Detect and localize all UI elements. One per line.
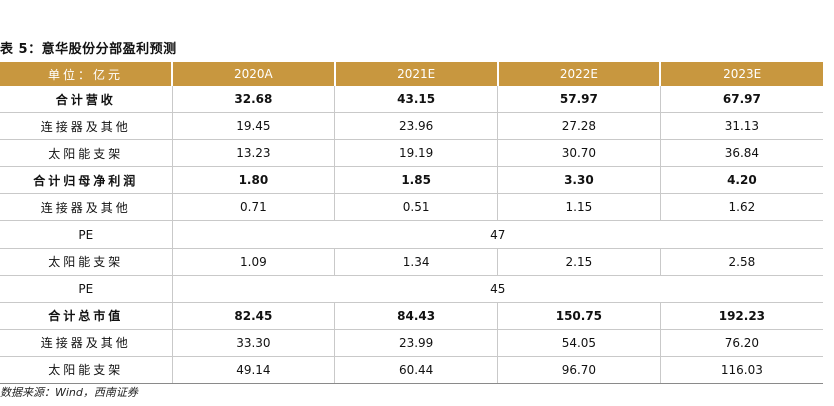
value-cell: 1.15 xyxy=(497,193,661,222)
value-cell: 76.20 xyxy=(660,329,823,357)
value-cell: 1.34 xyxy=(334,248,498,276)
row-label: 合计营收 xyxy=(0,86,173,114)
value-cell: 19.45 xyxy=(172,112,336,141)
table-row: PE 47 xyxy=(0,220,823,249)
forecast-table: 单位：亿元 2020A 2021E 2022E 2023E 合计营收 32.68 4… xyxy=(0,62,823,385)
value-cell: 60.44 xyxy=(334,356,498,385)
value-cell: 33.30 xyxy=(172,329,336,357)
value-cell: 49.14 xyxy=(172,356,336,385)
value-cell: 84.43 xyxy=(334,302,498,330)
value-cell: 150.75 xyxy=(497,302,661,330)
value-cell: 1.80 xyxy=(172,166,336,195)
table-row: 太阳能支架 13.23 19.19 30.70 36.84 xyxy=(0,139,823,168)
value-cell: 54.05 xyxy=(497,329,661,357)
table-row: 合计总市值 82.45 84.43 150.75 192.23 xyxy=(0,302,823,330)
table-row: 太阳能支架 49.14 60.44 96.70 116.03 xyxy=(0,356,823,385)
value-cell: 27.28 xyxy=(497,112,661,141)
value-cell: 43.15 xyxy=(334,86,498,114)
value-cell: 0.71 xyxy=(172,193,336,222)
row-label: 连接器及其他 xyxy=(0,193,173,222)
row-label: 合计总市值 xyxy=(0,302,173,330)
table-row: 合计营收 32.68 43.15 57.97 67.97 xyxy=(0,86,823,114)
table-title: 表 5：意华股份分部盈利预测 xyxy=(0,42,177,57)
value-cell: 0.51 xyxy=(334,193,498,222)
year-header: 2021E xyxy=(334,62,499,86)
merged-value-cell: 45 xyxy=(172,275,823,303)
table-row: 连接器及其他 19.45 23.96 27.28 31.13 xyxy=(0,112,823,141)
row-label: 太阳能支架 xyxy=(0,248,173,276)
value-cell: 36.84 xyxy=(660,139,823,168)
table-row: 连接器及其他 0.71 0.51 1.15 1.62 xyxy=(0,193,823,222)
row-label: 连接器及其他 xyxy=(0,329,173,357)
value-cell: 31.13 xyxy=(660,112,823,141)
row-label: PE xyxy=(0,275,173,303)
row-label: 合计归母净利润 xyxy=(0,166,173,195)
value-cell: 67.97 xyxy=(660,86,823,114)
value-cell: 3.30 xyxy=(497,166,661,195)
value-cell: 13.23 xyxy=(172,139,336,168)
value-cell: 23.99 xyxy=(334,329,498,357)
year-header: 2023E xyxy=(660,62,823,86)
source-note: 数据来源：Wind，西南证券 xyxy=(0,386,138,399)
value-cell: 57.97 xyxy=(497,86,661,114)
value-cell: 32.68 xyxy=(172,86,336,114)
year-header: 2020A xyxy=(172,62,336,86)
table-row: 连接器及其他 33.30 23.99 54.05 76.20 xyxy=(0,329,823,357)
row-label: PE xyxy=(0,220,173,249)
table-row: PE 45 xyxy=(0,275,823,303)
year-header: 2022E xyxy=(497,62,662,86)
value-cell: 2.15 xyxy=(497,248,661,276)
table-body: 合计营收 32.68 43.15 57.97 67.97 连接器及其他 19.45 23.96… xyxy=(0,86,823,385)
value-cell: 2.58 xyxy=(660,248,823,276)
value-cell: 19.19 xyxy=(334,139,498,168)
value-cell: 23.96 xyxy=(334,112,498,141)
value-cell: 116.03 xyxy=(660,356,823,385)
value-cell: 82.45 xyxy=(172,302,336,330)
value-cell: 4.20 xyxy=(660,166,823,195)
value-cell: 30.70 xyxy=(497,139,661,168)
value-cell: 1.09 xyxy=(172,248,336,276)
value-cell: 192.23 xyxy=(660,302,823,330)
value-cell: 1.85 xyxy=(334,166,498,195)
header-row: 单位：亿元 2020A 2021E 2022E 2023E xyxy=(0,62,823,86)
row-label: 太阳能支架 xyxy=(0,356,173,385)
value-cell: 1.62 xyxy=(660,193,823,222)
merged-value-cell: 47 xyxy=(172,220,823,249)
row-label: 太阳能支架 xyxy=(0,139,173,168)
table-row: 太阳能支架 1.09 1.34 2.15 2.58 xyxy=(0,248,823,276)
unit-header: 单位：亿元 xyxy=(0,62,173,86)
row-label: 连接器及其他 xyxy=(0,112,173,141)
value-cell: 96.70 xyxy=(497,356,661,385)
table-row: 合计归母净利润 1.80 1.85 3.30 4.20 xyxy=(0,166,823,195)
